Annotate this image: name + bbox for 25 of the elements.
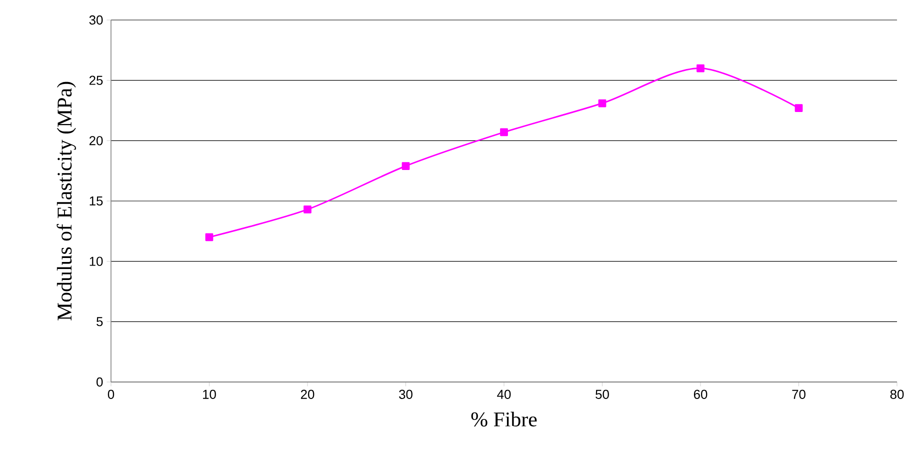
point <box>696 64 704 72</box>
point <box>205 233 214 242</box>
x-tick-label: 70 <box>792 390 806 399</box>
x-tick-label: 60 <box>694 390 708 399</box>
y-tick-label: 20 <box>89 136 103 146</box>
x-axis-title: % Fibre <box>471 412 537 427</box>
x-tick-label: 50 <box>596 390 609 399</box>
x-tick-label: 80 <box>890 390 904 399</box>
x-tick-label: 10 <box>203 390 216 399</box>
y-tick-label: 25 <box>89 76 103 85</box>
x-tick-label: 40 <box>497 390 511 399</box>
y-tick-label: 0 <box>96 377 103 387</box>
point <box>402 162 410 170</box>
y-tick-label: 15 <box>90 196 103 206</box>
y-tick-label: 10 <box>90 256 103 266</box>
y-tick-label: 30 <box>89 15 103 25</box>
y-tick-label: 5 <box>96 317 103 326</box>
y-axis-title: Modulus of Elasticity (MPa) <box>56 82 76 320</box>
point <box>304 206 312 214</box>
point <box>500 128 508 136</box>
x-tick-label: 20 <box>300 390 314 399</box>
point <box>794 104 803 112</box>
x-tick-label: 30 <box>399 390 412 399</box>
x-tick-label: 0 <box>108 390 114 399</box>
point <box>598 99 606 108</box>
